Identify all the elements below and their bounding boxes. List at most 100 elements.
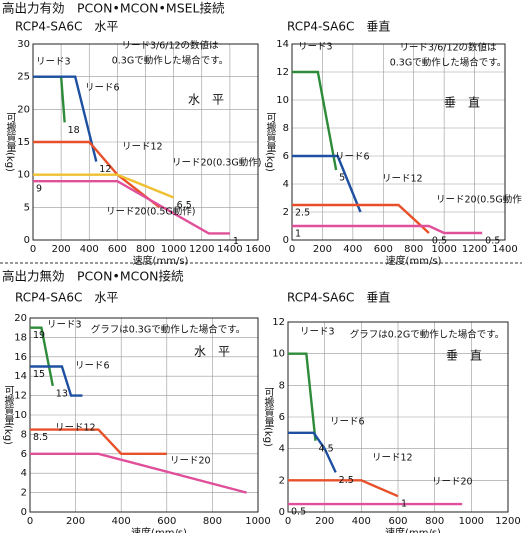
chart-title: RCP4-SA6C 水平 (15, 291, 118, 305)
x-tick-label: 400 (80, 244, 99, 255)
series-line (292, 224, 483, 235)
x-tick-label: 1000 (245, 516, 270, 527)
direction-label: 垂 直 (444, 96, 480, 110)
x-tick-label: 1600 (245, 244, 270, 255)
note: リード3/6/12の数値は (121, 40, 219, 52)
point-label: 6.5 (177, 200, 192, 211)
series-name: リード3 (47, 320, 82, 331)
y-tick-label: 4 (283, 179, 289, 190)
y-tick-label: 10 (17, 170, 30, 181)
series-line (33, 140, 161, 209)
series-name: リード6 (75, 361, 110, 372)
series-name: リード20 (170, 456, 211, 467)
y-tick-label: 0 (279, 507, 285, 518)
point-label: 1 (295, 229, 301, 240)
x-tick-label: 1400 (217, 244, 242, 255)
direction-label: 水 平 (194, 345, 230, 359)
x-tick-label: 1200 (189, 244, 214, 255)
series-line (292, 203, 430, 234)
y-tick-label: 6 (21, 449, 27, 460)
y-tick-label: 12 (272, 317, 285, 328)
point-label: 13 (56, 388, 68, 399)
point-label: 15 (33, 369, 45, 380)
point-label: 18 (68, 125, 80, 136)
y-tick-label: 2 (21, 488, 27, 499)
x-tick-label: 200 (315, 516, 334, 527)
series-name: リード12 (55, 423, 96, 434)
series-line (288, 352, 317, 441)
point-label: 0.5 (291, 507, 306, 518)
y-tick-label: 30 (17, 39, 30, 50)
x-axis-label: 速度(mm/s) (385, 526, 441, 533)
y-tick-label: 4 (21, 468, 27, 479)
x-tick-label: 600 (108, 244, 127, 255)
y-tick-label: 14 (276, 39, 289, 50)
y-tick-label: 8 (21, 429, 27, 440)
y-tick-label: 12 (14, 391, 27, 402)
x-tick-label: 1200 (462, 244, 487, 255)
series-name: リード12 (382, 174, 423, 185)
y-tick-label: 6 (279, 412, 285, 423)
x-tick-label: 600 (388, 516, 407, 527)
x-tick-label: 600 (374, 244, 393, 255)
y-tick-label: 18 (14, 332, 27, 343)
y-tick-label: 12 (276, 67, 289, 78)
y-tick-label: 8 (283, 123, 289, 134)
note: グラフは0.2Gで動作した場合です。 (350, 329, 505, 341)
series-line (292, 70, 338, 171)
point-label: 1 (401, 499, 407, 510)
note: 0.3Gで動作した場合です。 (390, 57, 507, 69)
series-line (30, 428, 167, 455)
series-name: リード12 (372, 453, 413, 464)
plot-frame (291, 43, 506, 241)
x-tick-label: 600 (157, 516, 176, 527)
series-name: リード20(0.3G動作) (172, 157, 261, 169)
series-name: リード12 (122, 142, 163, 153)
chart-title: RCP4-SA6C 水平 (15, 20, 118, 34)
y-axis-label: 可搬質量(kg) (4, 112, 16, 172)
series-name: リード3 (36, 57, 71, 68)
x-tick-label: 1400 (492, 244, 517, 255)
point-label: 5 (339, 173, 345, 184)
x-tick-label: 1200 (495, 516, 520, 527)
y-tick-label: 16 (14, 352, 27, 363)
direction-label: 水 平 (188, 93, 224, 107)
point-label: 2.5 (295, 208, 310, 219)
series-name: リード3 (298, 42, 333, 53)
y-tick-label: 4 (279, 444, 285, 455)
point-label: 0.5 (432, 236, 447, 247)
point-label: 0.5 (485, 236, 500, 247)
x-tick-label: 400 (343, 244, 362, 255)
point-label: 4.5 (319, 443, 334, 454)
series-line (33, 75, 98, 162)
series-line (30, 452, 247, 494)
series-name: リード20(0.5G動作) (436, 194, 522, 206)
y-tick-label: 0 (283, 235, 289, 246)
plot-frame (287, 321, 509, 513)
x-axis-label: 速度(mm/s) (133, 254, 189, 267)
series-line (33, 173, 175, 199)
x-tick-label: 800 (425, 516, 444, 527)
section-header: 高出力有効 PCON•MCON•MSEL接続 (2, 1, 225, 16)
point-label: 1 (233, 236, 239, 247)
y-tick-label: 0 (24, 235, 30, 246)
point-label: 12 (99, 164, 111, 175)
y-tick-label: 2 (283, 207, 289, 218)
series-name: リード6 (330, 417, 365, 428)
series-line (30, 365, 83, 397)
x-tick-label: 200 (313, 244, 332, 255)
x-tick-label: 1000 (431, 244, 456, 255)
series-name: リード20 (432, 477, 473, 488)
y-tick-label: 0 (21, 507, 27, 518)
x-tick-label: 0 (285, 516, 291, 527)
y-tick-label: 5 (24, 202, 30, 213)
x-axis-label: 速度(mm/s) (131, 526, 187, 533)
y-axis-label: 可搬質量(kg) (2, 385, 14, 445)
x-tick-label: 1000 (161, 244, 186, 255)
x-tick-label: 1000 (459, 516, 484, 527)
y-tick-label: 10 (276, 95, 289, 106)
plot-frame (29, 317, 259, 513)
x-tick-label: 0 (27, 516, 33, 527)
